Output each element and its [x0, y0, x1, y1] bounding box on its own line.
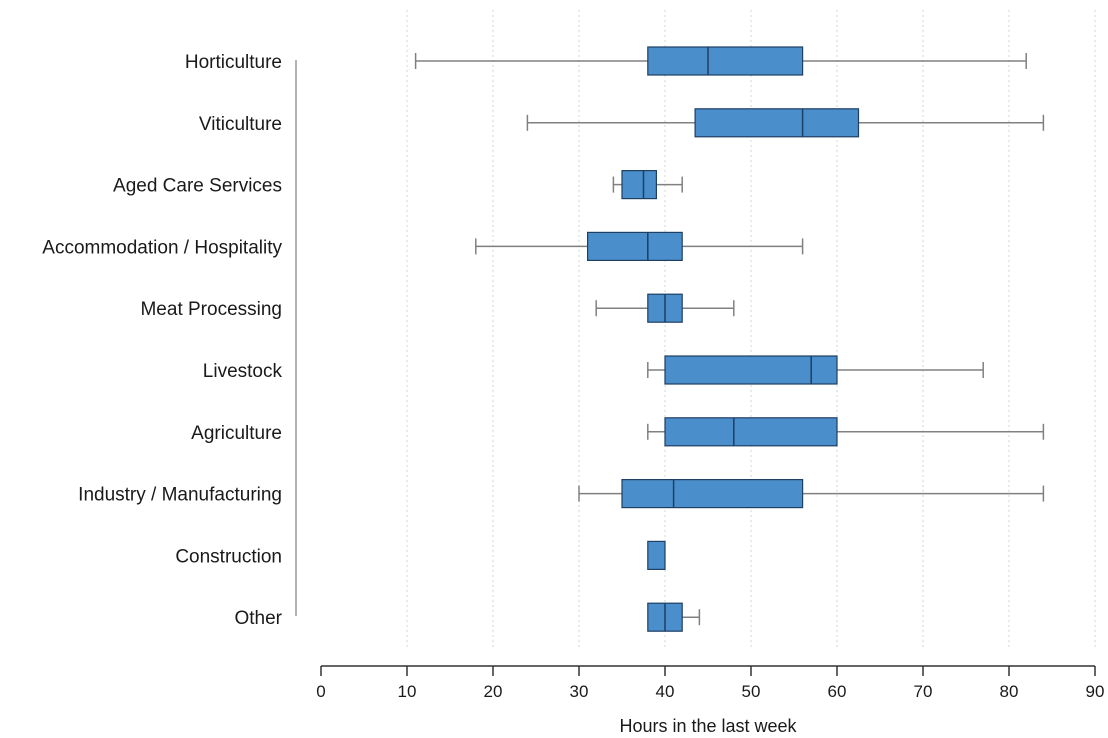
x-tick-label: 80 — [1000, 682, 1019, 701]
gridlines — [406, 10, 1096, 650]
x-tick-label: 90 — [1086, 682, 1105, 701]
x-tick-label: 20 — [484, 682, 503, 701]
box-plots — [414, 46, 1045, 632]
box-plot-5 — [647, 355, 984, 385]
iqr-box — [664, 417, 838, 447]
box-plot-7 — [578, 479, 1045, 509]
category-label: Construction — [175, 546, 282, 567]
x-tick-label: 10 — [398, 682, 417, 701]
x-tick-label: 40 — [656, 682, 675, 701]
category-label: Horticulture — [185, 52, 282, 73]
iqr-box — [621, 479, 804, 509]
category-label: Aged Care Services — [113, 176, 282, 197]
box-plot-3 — [475, 231, 804, 261]
iqr-box — [647, 46, 804, 76]
category-label: Agriculture — [191, 423, 282, 444]
category-labels: Horticulture Viticulture Aged Care Service… — [42, 52, 282, 629]
box-plot-2 — [612, 170, 683, 200]
box-plot-6 — [647, 417, 1045, 447]
x-tick-label: 50 — [742, 682, 761, 701]
x-tick-label: 30 — [570, 682, 589, 701]
x-tick-label: 70 — [914, 682, 933, 701]
box-plot-0 — [414, 46, 1027, 76]
iqr-box — [664, 355, 838, 385]
x-tick-label: 0 — [316, 682, 325, 701]
box-plot-4 — [595, 293, 735, 323]
x-tick-label: 60 — [828, 682, 847, 701]
box-plot-1 — [526, 108, 1045, 138]
box-plot-9 — [647, 602, 701, 632]
category-label: Viticulture — [199, 114, 282, 135]
box-plot-8 — [647, 540, 666, 571]
iqr-box — [647, 540, 666, 571]
iqr-box — [621, 170, 658, 200]
x-axis-title: Hours in the last week — [619, 716, 797, 736]
iqr-box — [694, 108, 860, 138]
category-label: Meat Processing — [140, 299, 282, 320]
category-label: Accommodation / Hospitality — [42, 237, 282, 258]
category-label: Industry / Manufacturing — [78, 485, 282, 506]
category-label: Other — [234, 608, 282, 629]
category-label: Livestock — [203, 361, 283, 382]
x-axis-ticks: 0 10 20 30 40 50 60 70 80 90 — [316, 666, 1104, 701]
iqr-box — [586, 231, 683, 261]
